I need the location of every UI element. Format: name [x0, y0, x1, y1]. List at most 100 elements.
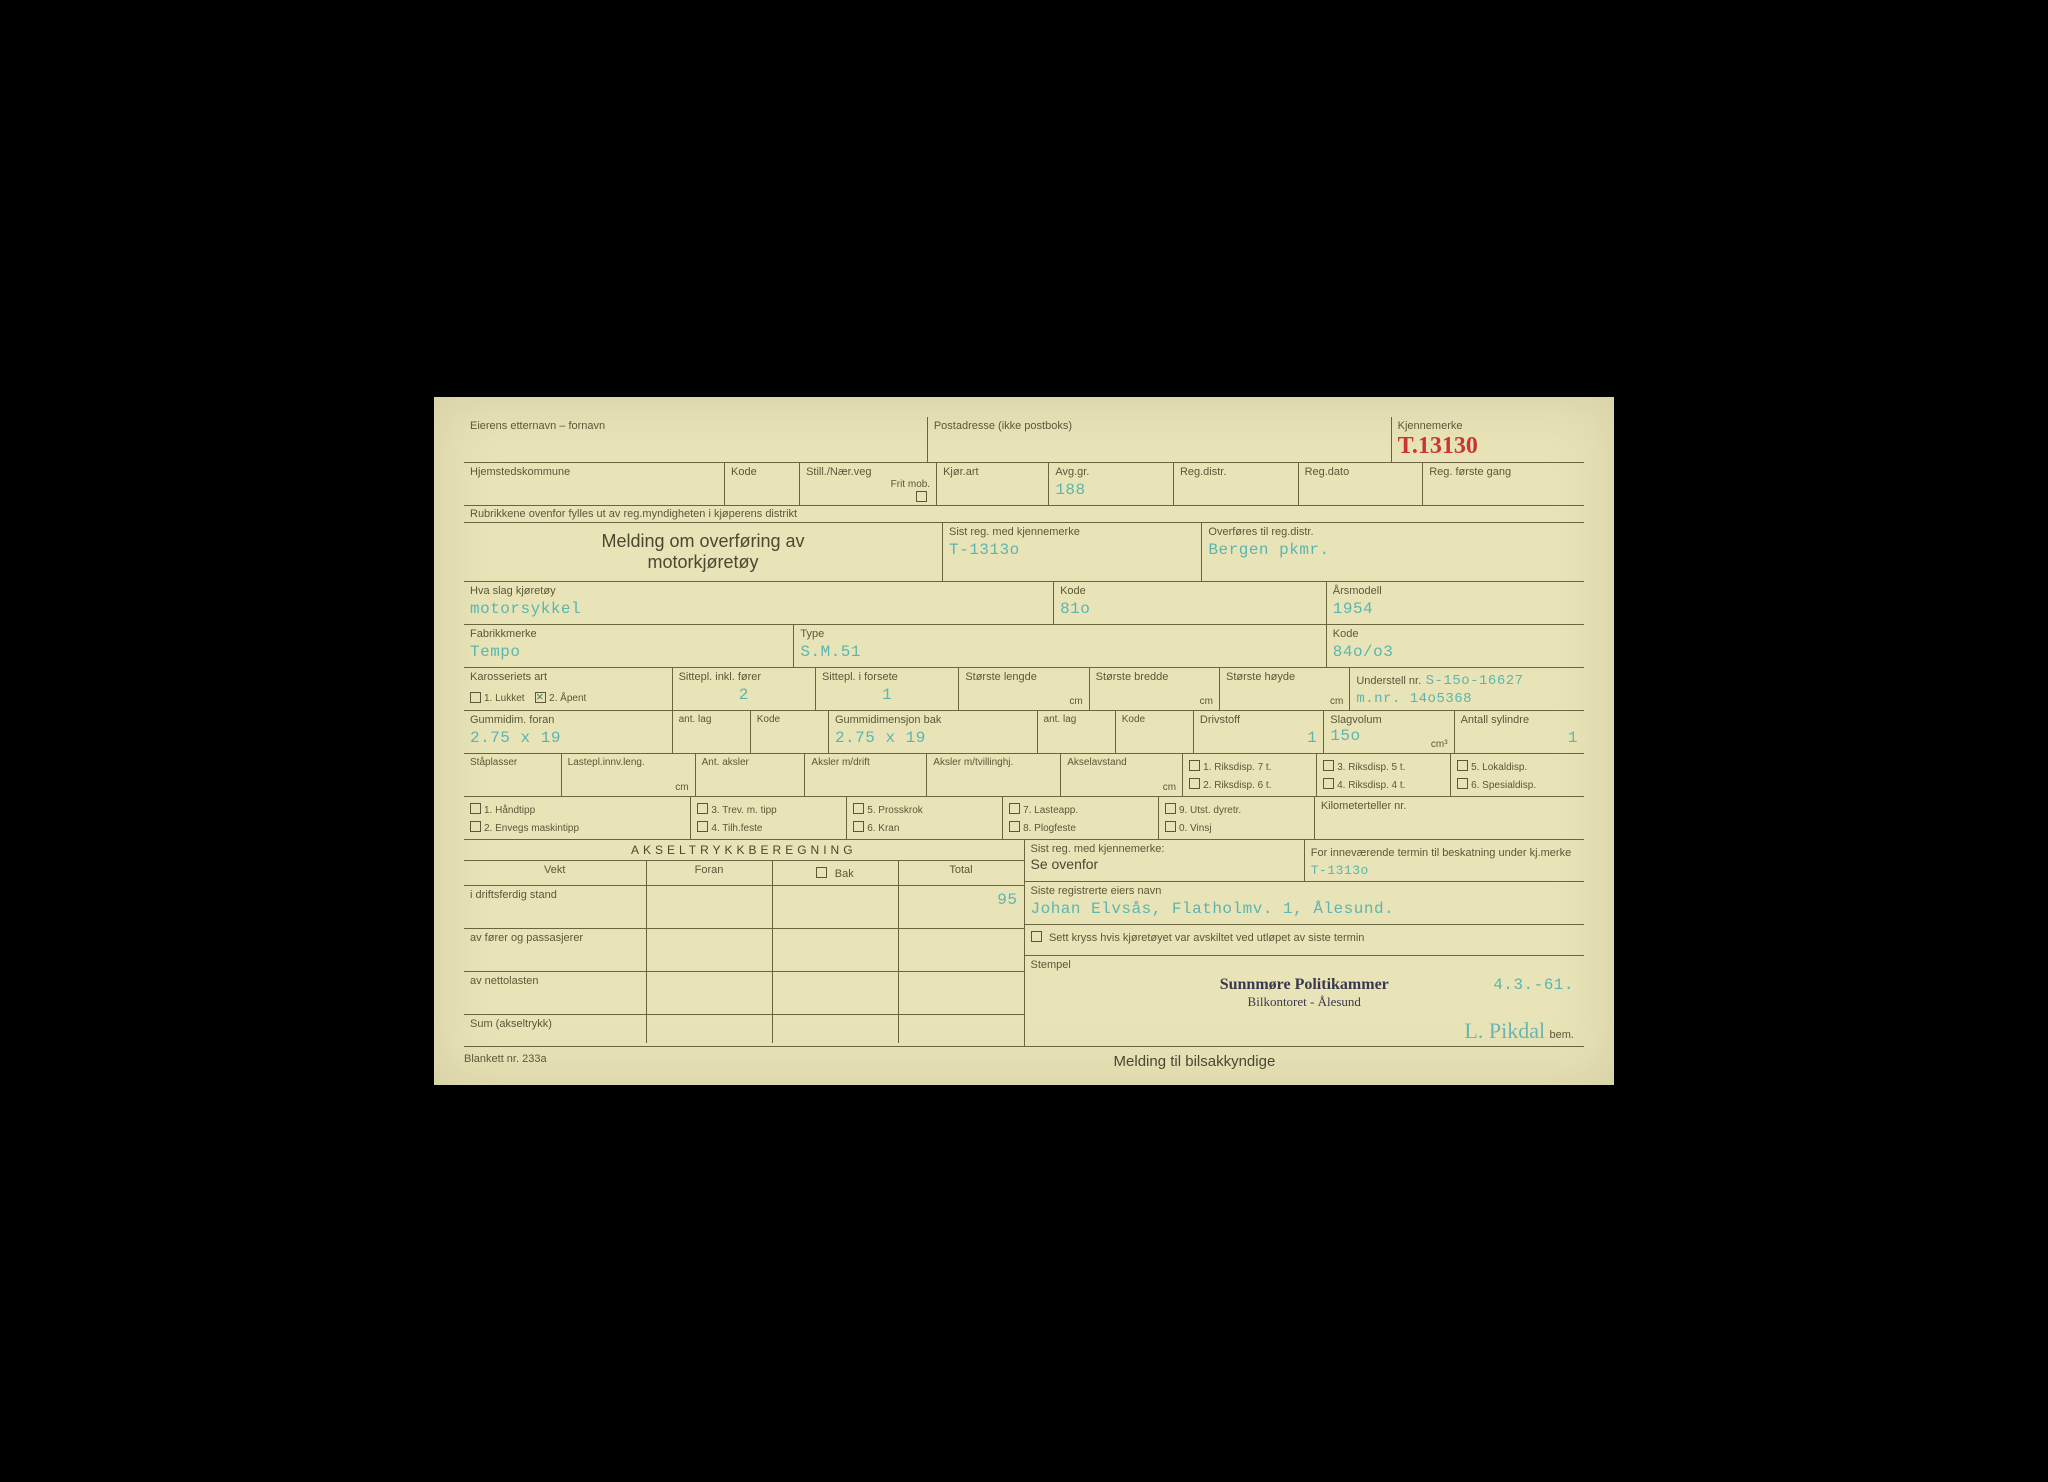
- aksel-row2: av fører og passasjerer: [464, 929, 1024, 972]
- cell-sittepl: Sittepl. inkl. fører 2: [673, 668, 816, 710]
- aksel-row3: av nettolasten: [464, 972, 1024, 1015]
- label-hjemsted: Hjemstedskommune: [470, 466, 718, 479]
- cell-riksdisp34: 3. Riksdisp. 5 t. 4. Riksdisp. 4 t.: [1317, 754, 1451, 796]
- cell-gummif: Gummidim. foran 2.75 x 19: [464, 711, 673, 753]
- checkbox-c7: [1009, 803, 1020, 814]
- value-slagvolum: 15o: [1330, 727, 1360, 745]
- label-c8: 8. Plogfeste: [1023, 823, 1076, 834]
- row-gummi: Gummidim. foran 2.75 x 19 ant. lag Kode …: [464, 711, 1584, 754]
- cell-karosseri: Karosseriets art 1. Lukket 2. Åpent: [464, 668, 673, 710]
- label-gummif: Gummidim. foran: [470, 714, 666, 727]
- checkbox-r6: [1457, 778, 1468, 789]
- checkbox-apent: [535, 692, 546, 703]
- unit-slagvolum: cm³: [1431, 739, 1448, 750]
- right-row-kryss: Sett kryss hvis kjøretøyet var avskiltet…: [1025, 925, 1585, 956]
- label-r4: 4. Riksdisp. 4 t.: [1337, 780, 1405, 791]
- value-overfores: Bergen pkmr.: [1208, 541, 1578, 559]
- footer-title: Melding til bilsakkyndige: [951, 1053, 1438, 1070]
- label-fritmob: Frit mob.: [806, 479, 930, 491]
- row-owner: Eierens etternavn – fornavn Postadresse …: [464, 417, 1584, 463]
- label-still: Still./Nær.veg: [806, 466, 930, 479]
- checkbox-r4: [1323, 778, 1334, 789]
- label-regdistr: Reg.distr.: [1180, 466, 1292, 479]
- col-total: Total: [905, 864, 1018, 877]
- signature: L. Pikdal: [1464, 1018, 1545, 1043]
- label-antlag2: ant. lag: [1044, 714, 1109, 726]
- label-type: Type: [800, 628, 1319, 641]
- cell-gummib: Gummidimensjon bak 2.75 x 19: [829, 711, 1038, 753]
- checkbox-fritmob: [916, 491, 927, 502]
- label-hoyde: Største høyde: [1226, 671, 1343, 684]
- value-type: S.M.51: [800, 643, 1319, 661]
- label-r1: 1. Riksdisp. 7 t.: [1203, 762, 1271, 773]
- label-termin: For inneværende termin til beskatning un…: [1311, 847, 1571, 859]
- cell-regdistr: Reg.distr.: [1174, 463, 1299, 505]
- cell-drivstoff: Drivstoff 1: [1194, 711, 1324, 753]
- label-c3: 3. Trev. m. tipp: [711, 805, 776, 816]
- value-seovenfor: Se ovenfor: [1031, 856, 1099, 872]
- label-kode5: Kode: [1333, 628, 1578, 641]
- label-fabrikk: Fabrikkmerke: [470, 628, 787, 641]
- checkbox-r1: [1189, 760, 1200, 771]
- label-kode4: Kode: [1060, 585, 1320, 598]
- label-r3: 3. Riksdisp. 5 t.: [1337, 762, 1405, 773]
- cell-kode7b: Kode: [1116, 711, 1194, 753]
- cell-sistreg2: Sist reg. med kjennemerke: Se ovenfor: [1025, 840, 1305, 881]
- label-sylindre: Antall sylindre: [1461, 714, 1578, 727]
- label-kode2: Kode: [731, 466, 793, 479]
- value-eier: Johan Elvsås, Flatholmv. 1, Ålesund.: [1031, 900, 1579, 918]
- cell-hjemsted: Hjemstedskommune: [464, 463, 725, 505]
- label-avggr: Avg.gr.: [1055, 466, 1167, 479]
- checkbox-r5: [1457, 760, 1468, 771]
- cell-hoyde: Største høyde cm: [1220, 668, 1350, 710]
- label-bredde: Største bredde: [1096, 671, 1213, 684]
- value-sittepl: 2: [679, 686, 809, 704]
- checkbox-bak: [816, 867, 827, 878]
- vehicle-registration-card: Eierens etternavn – fornavn Postadresse …: [434, 397, 1614, 1085]
- value-gummib: 2.75 x 19: [835, 729, 1031, 747]
- value-sitteplf: 1: [822, 686, 952, 704]
- label-sittepl: Sittepl. inkl. fører: [679, 671, 809, 684]
- label-c0: 0. Vinsj: [1179, 823, 1212, 834]
- label-drift: i driftsferdig stand: [470, 889, 640, 902]
- cell-akslertvl: Aksler m/tvillinghj.: [927, 754, 1061, 796]
- aksel-row1: i driftsferdig stand 95: [464, 886, 1024, 929]
- stamp-line2: Bilkontoret - Ålesund: [1031, 994, 1579, 1010]
- value-drift-total: 95: [905, 891, 1018, 909]
- cell-akslermd: Aksler m/drift: [805, 754, 927, 796]
- label-sistreg: Sist reg. med kjennemerke: [949, 526, 1195, 539]
- value-gummif: 2.75 x 19: [470, 729, 666, 747]
- label-regdato: Reg.dato: [1305, 466, 1417, 479]
- cell-sylindre: Antall sylindre 1: [1455, 711, 1584, 753]
- label-r5: 5. Lokaldisp.: [1471, 762, 1527, 773]
- cell-title: Melding om overføring av motorkjøretøy: [464, 523, 943, 581]
- cell-kode7a: Kode: [751, 711, 829, 753]
- row-karosseri: Karosseriets art 1. Lukket 2. Åpent Sitt…: [464, 668, 1584, 711]
- label-hvaslag: Hva slag kjøretøy: [470, 585, 1047, 598]
- bottom-section: AKSELTRYKKBEREGNING Vekt Foran Bak Total…: [464, 840, 1584, 1047]
- label-r2: 2. Riksdisp. 6 t.: [1203, 780, 1271, 791]
- cell-bredde: Største bredde cm: [1090, 668, 1220, 710]
- label-c7: 7. Lasteapp.: [1023, 805, 1078, 816]
- value-hvaslag: motorsykkel: [470, 600, 1047, 618]
- label-c4: 4. Tilh.feste: [711, 823, 762, 834]
- row-hvaslag: Hva slag kjøretøy motorsykkel Kode 81o Å…: [464, 582, 1584, 625]
- col-bak: Bak: [835, 868, 854, 880]
- cell-avggr: Avg.gr. 188: [1049, 463, 1174, 505]
- title-line1: Melding om overføring av: [472, 531, 934, 552]
- stamp-date: 4.3.-61.: [1493, 976, 1574, 994]
- cell-postadresse: Postadresse (ikke postboks): [928, 417, 1392, 462]
- cell-sistreg: Sist reg. med kjennemerke T-1313o: [943, 523, 1202, 581]
- checkbox-r3: [1323, 760, 1334, 771]
- cell-eq78: 7. Lasteapp. 8. Plogfeste: [1003, 797, 1159, 839]
- label-gummib: Gummidimensjon bak: [835, 714, 1031, 727]
- label-c5: 5. Prosskrok: [867, 805, 923, 816]
- label-regforste: Reg. første gang: [1429, 466, 1578, 479]
- cell-overfores: Overføres til reg.distr. Bergen pkmr.: [1202, 523, 1584, 581]
- unit-lengde: cm: [1069, 696, 1082, 707]
- value-fabrikk: Tempo: [470, 643, 787, 661]
- label-karosseri: Karosseriets art: [470, 671, 666, 684]
- blankett-nr: Blankett nr. 233a: [464, 1053, 951, 1066]
- label-c1: 1. Håndtipp: [484, 805, 535, 816]
- row-fabrikk: Fabrikkmerke Tempo Type S.M.51 Kode 84o/…: [464, 625, 1584, 668]
